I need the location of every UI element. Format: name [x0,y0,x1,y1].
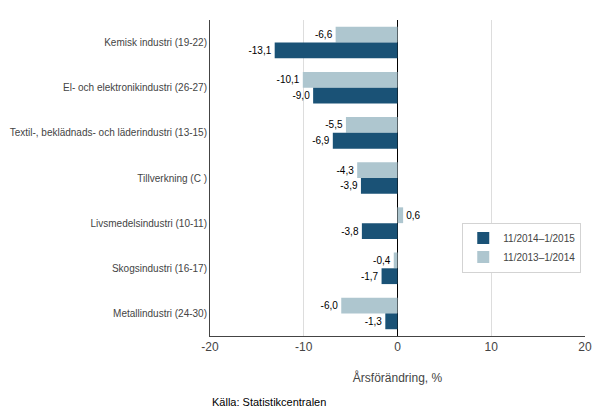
svg-text:-4,3: -4,3 [337,165,355,176]
svg-text:11/2013–1/2014: 11/2013–1/2014 [503,252,575,263]
svg-text:-6,0: -6,0 [321,300,339,311]
svg-text:-1,7: -1,7 [361,271,379,282]
svg-text:-9,0: -9,0 [292,90,310,101]
svg-text:-3,9: -3,9 [340,180,358,191]
svg-text:Årsförändring, %: Årsförändring, % [353,370,443,385]
svg-text:-0,4: -0,4 [373,255,391,266]
svg-text:-6,6: -6,6 [315,29,333,40]
svg-text:-6,9: -6,9 [312,135,330,146]
svg-text:-20: -20 [201,340,219,354]
svg-text:Textil-, beklädnads- och läder: Textil-, beklädnads- och läderindustri (… [10,127,207,138]
svg-text:0: 0 [394,340,401,354]
svg-text:El- och elektronikindustri (26: El- och elektronikindustri (26-27) [63,82,207,93]
svg-text:Kemisk industri (19-22): Kemisk industri (19-22) [104,37,207,48]
svg-text:0,6: 0,6 [406,210,420,221]
svg-text:-13,1: -13,1 [248,45,271,56]
svg-text:Livsmedelsindustri (10-11): Livsmedelsindustri (10-11) [90,218,207,229]
svg-text:-5,5: -5,5 [325,119,343,130]
svg-text:Skogsindustri (16-17): Skogsindustri (16-17) [112,263,207,274]
svg-text:-3,8: -3,8 [341,226,359,237]
svg-text:Tillverkning (C ): Tillverkning (C ) [137,173,207,184]
svg-text:Källa: Statistikcentralen: Källa: Statistikcentralen [212,396,326,408]
svg-text:-10: -10 [295,340,313,354]
svg-text:20: 20 [578,340,592,354]
svg-text:-1,3: -1,3 [365,316,383,327]
svg-text:11/2014–1/2015: 11/2014–1/2015 [503,233,575,244]
svg-text:Metallindustri (24-30): Metallindustri (24-30) [113,308,207,319]
svg-text:10: 10 [485,340,499,354]
svg-text:-10,1: -10,1 [277,74,300,85]
